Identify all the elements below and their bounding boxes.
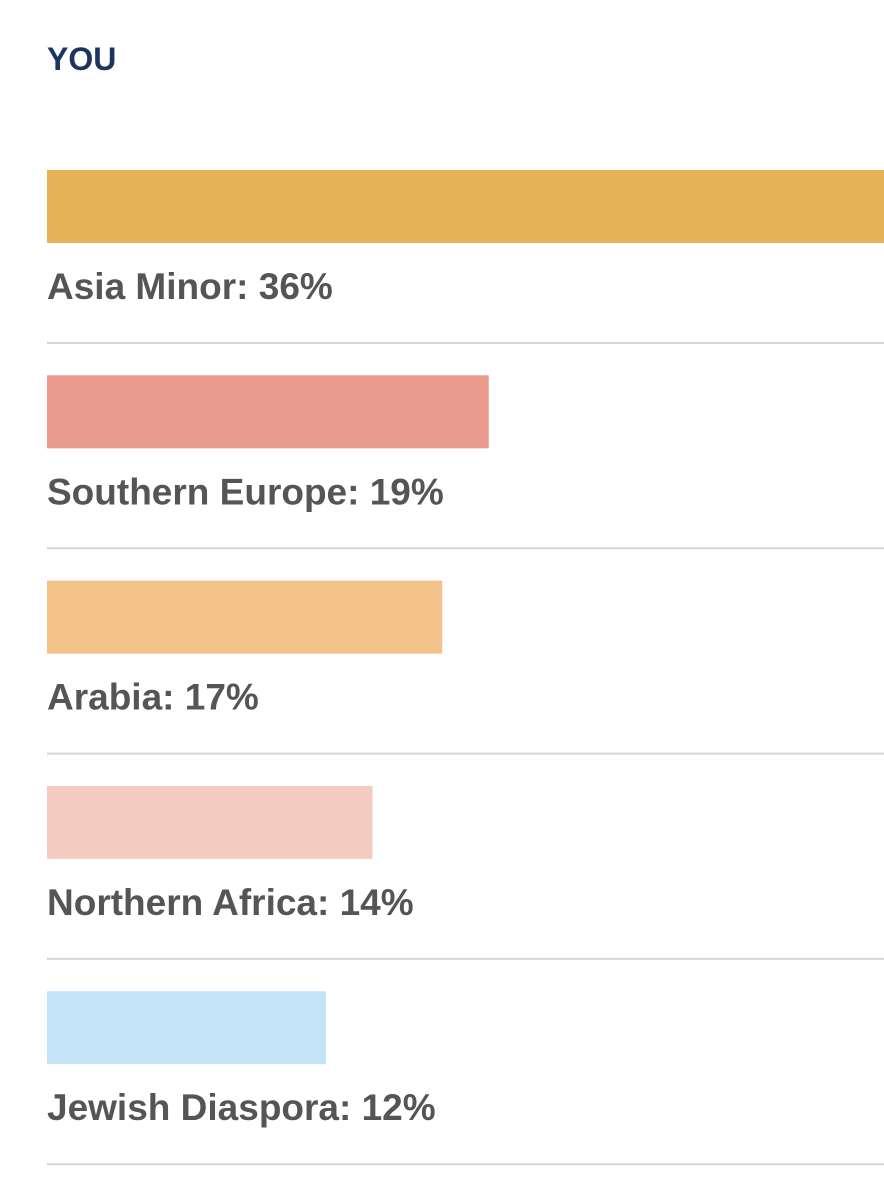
chart-title: YOU	[47, 41, 116, 77]
bar-label: Jewish Diaspora: 12%	[47, 1087, 436, 1128]
bar-label: Asia Minor: 36%	[47, 266, 333, 307]
bar	[47, 170, 884, 243]
bar	[47, 785, 373, 859]
bar-label: Northern Africa: 14%	[47, 882, 414, 923]
bar-label: Arabia: 17%	[47, 677, 259, 718]
bar	[47, 375, 489, 449]
bar-label: Southern Europe: 19%	[47, 471, 444, 512]
bar	[47, 580, 443, 654]
bar	[47, 991, 326, 1065]
